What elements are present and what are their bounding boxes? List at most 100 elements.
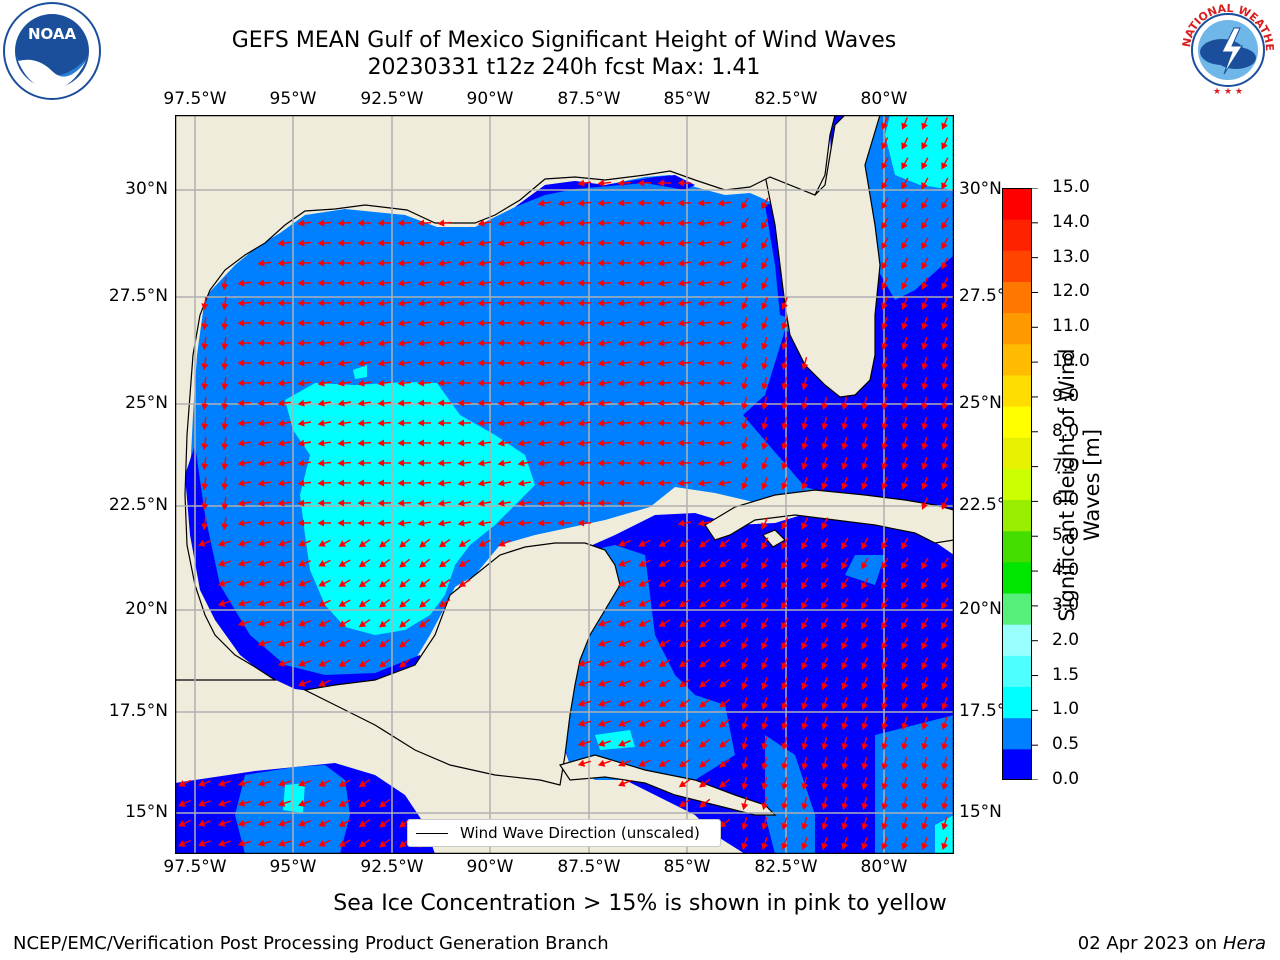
wind-wave-arrowhead	[557, 199, 565, 207]
wind-wave-arrowhead	[861, 803, 869, 811]
wind-wave-arrowhead	[719, 680, 727, 688]
footer-date: 02 Apr 2023 on Hera	[1078, 933, 1266, 954]
wind-wave-arrowhead	[617, 419, 625, 427]
noaa-label: NOAA	[28, 25, 77, 43]
wind-wave-arrowhead	[801, 743, 809, 751]
wind-wave-arrowhead	[437, 479, 445, 487]
wind-wave-arrowhead	[781, 702, 789, 711]
wind-wave-arrowhead	[901, 783, 909, 791]
wind-wave-arrowhead	[761, 602, 768, 610]
wind-wave-arrowhead	[697, 259, 705, 267]
wind-wave-arrowhead	[417, 339, 425, 347]
wind-wave-arrowhead	[881, 783, 889, 791]
wind-wave-arrowhead	[379, 800, 387, 808]
yucatan-land	[303, 542, 621, 786]
wind-wave-arrowhead	[337, 259, 345, 267]
wind-wave-arrowhead	[399, 640, 407, 648]
colorbar	[1002, 188, 1038, 780]
wind-wave-arrowhead	[697, 419, 705, 427]
wind-wave-arrowhead	[921, 383, 929, 391]
wind-wave-arrowhead	[719, 580, 727, 588]
wind-wave-arrowhead	[201, 423, 209, 431]
wind-wave-arrowhead	[861, 722, 869, 731]
wind-wave-arrowhead	[477, 379, 485, 387]
wind-wave-arrowhead	[841, 442, 849, 451]
wind-wave-arrowhead	[597, 679, 606, 687]
wind-wave-arrowhead	[277, 439, 285, 447]
wind-wave-arrowhead	[277, 239, 285, 247]
wind-wave-arrowhead	[801, 702, 809, 711]
colorbar-tick-label: 11.0	[1052, 316, 1090, 337]
wind-wave-arrowhead	[257, 399, 265, 407]
wind-wave-arrowhead	[618, 560, 626, 567]
wind-wave-arrowhead	[397, 439, 405, 447]
wind-wave-arrowhead	[781, 642, 788, 650]
wind-wave-arrowhead	[457, 279, 465, 287]
wind-wave-arrowhead	[821, 582, 828, 590]
wind-wave-arrowhead	[861, 542, 868, 550]
wind-wave-arrowhead	[761, 803, 769, 811]
wind-wave-arrowhead	[781, 302, 788, 310]
wind-wave-arrowhead	[618, 640, 626, 647]
wind-wave-arrowhead	[257, 459, 265, 467]
wind-wave-arrowhead	[637, 379, 645, 387]
wind-wave-arrowhead	[557, 239, 565, 247]
wind-wave-arrowhead	[821, 542, 828, 550]
wind-wave-arrowhead	[417, 239, 425, 247]
wind-wave-arrowhead	[557, 439, 565, 447]
wind-wave-arrowhead	[761, 722, 769, 731]
wind-wave-arrowhead	[881, 722, 889, 731]
wind-wave-arrowhead	[901, 222, 908, 230]
wind-wave-arrowhead	[358, 580, 367, 588]
wind-wave-arrowhead	[537, 379, 545, 387]
wind-wave-arrowhead	[497, 379, 505, 387]
wind-wave-arrowhead	[277, 419, 285, 427]
wind-wave-arrowhead	[399, 840, 407, 848]
wind-wave-arrowhead	[358, 560, 367, 568]
wind-wave-arrowhead	[781, 602, 788, 610]
wind-wave-arrowhead	[557, 279, 565, 287]
wind-wave-arrowhead	[277, 399, 285, 407]
wind-wave-arrowhead	[257, 799, 266, 807]
wind-wave-arrowhead	[677, 259, 685, 267]
wind-wave-arrowhead	[298, 819, 306, 827]
legend-line-icon	[416, 832, 448, 834]
lon-label-bottom: 90°W	[466, 857, 514, 877]
wind-wave-arrowhead	[297, 479, 305, 487]
wind-wave-arrowhead	[781, 363, 789, 371]
wind-wave-arrowhead	[801, 682, 809, 690]
wind-wave-arrowhead	[557, 399, 565, 407]
colorbar-segment	[1002, 561, 1032, 594]
wind-wave-arrowhead	[901, 403, 909, 411]
wind-wave-arrowhead	[637, 399, 645, 407]
wind-wave-arrowhead	[178, 840, 186, 847]
wind-wave-arrowhead	[618, 700, 626, 707]
wind-wave-arrowhead	[941, 642, 948, 650]
wind-wave-arrowhead	[697, 279, 705, 287]
wind-wave-arrowhead	[881, 622, 888, 630]
wind-wave-arrowhead	[881, 162, 888, 170]
wind-wave-arrowhead	[298, 619, 306, 627]
wind-wave-arrowhead	[921, 122, 928, 130]
wind-wave-arrowhead	[477, 439, 485, 447]
wind-wave-arrowhead	[577, 379, 585, 387]
wind-wave-arrowhead	[678, 780, 687, 788]
wind-wave-arrowhead	[781, 622, 788, 630]
wind-wave-arrowhead	[377, 439, 385, 447]
wind-wave-arrowhead	[557, 259, 565, 267]
wind-wave-arrowhead	[617, 199, 625, 207]
wind-wave-arrowhead	[357, 399, 365, 407]
wind-wave-arrowhead	[277, 279, 285, 287]
wind-wave-arrowhead	[881, 262, 888, 270]
wind-wave-arrowhead	[861, 622, 868, 630]
wind-wave-arrowhead	[781, 743, 789, 751]
wind-wave-arrowhead	[861, 582, 868, 590]
wind-wave-arrowhead	[257, 819, 266, 827]
wind-wave-arrowhead	[821, 482, 829, 490]
wind-wave-arrowhead	[198, 539, 206, 547]
wind-wave-arrowhead	[318, 580, 326, 587]
wind-wave-arrowhead	[841, 582, 848, 590]
wind-wave-arrowhead	[419, 540, 427, 548]
wind-wave-arrowhead	[697, 379, 705, 387]
wind-wave-arrowhead	[901, 622, 908, 630]
